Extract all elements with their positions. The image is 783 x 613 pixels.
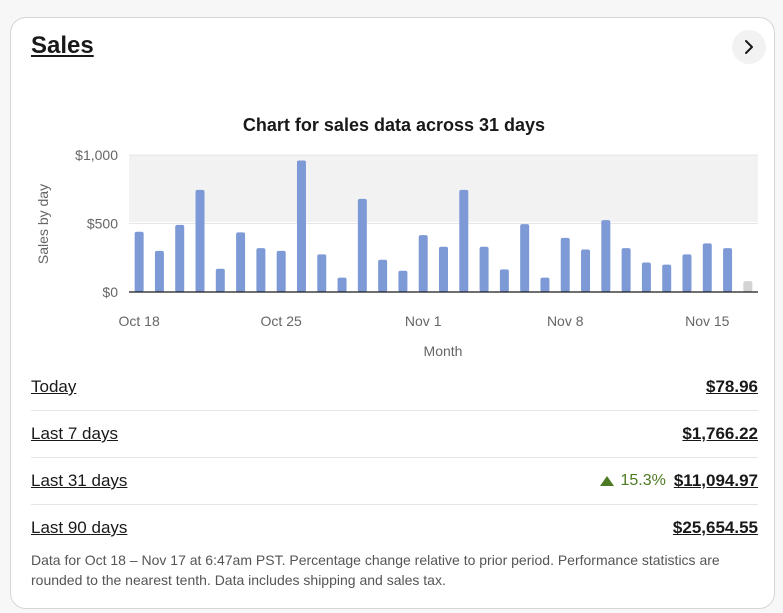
metric-label[interactable]: Last 31 days bbox=[31, 471, 128, 490]
metrics-list: Today $78.96 Last 7 days $1,766.22 Last … bbox=[31, 364, 758, 551]
metric-value[interactable]: $78.96 bbox=[706, 377, 758, 396]
bar-oct-19[interactable] bbox=[154, 250, 164, 292]
metric-row-last-31-days[interactable]: Last 31 days 15.3% $11,094.97 bbox=[31, 458, 758, 505]
bar-nov-10[interactable] bbox=[601, 220, 611, 292]
chart-band bbox=[129, 155, 758, 222]
next-button[interactable] bbox=[732, 30, 766, 64]
bar-nov-15[interactable] bbox=[702, 243, 712, 292]
sales-card: Sales Chart for sales data across 31 day… bbox=[10, 17, 775, 609]
footnote: Data for Oct 18 – Nov 17 at 6:47am PST. … bbox=[31, 552, 720, 588]
x-tick-label: Nov 15 bbox=[685, 313, 730, 329]
bar-nov-17[interactable] bbox=[743, 281, 753, 292]
metric-row-last-90-days[interactable]: Last 90 days $25,654.55 bbox=[31, 505, 758, 551]
bar-nov-6[interactable] bbox=[520, 224, 530, 292]
metric-value[interactable]: $1,766.22 bbox=[682, 424, 758, 443]
bar-oct-31[interactable] bbox=[398, 270, 408, 292]
bar-oct-18[interactable] bbox=[134, 231, 144, 292]
bar-nov-12[interactable] bbox=[641, 262, 651, 292]
bar-oct-28[interactable] bbox=[337, 277, 347, 292]
bar-nov-1[interactable] bbox=[418, 235, 428, 292]
chart-title: Chart for sales data across 31 days bbox=[243, 115, 545, 135]
bar-nov-4[interactable] bbox=[479, 246, 489, 292]
bar-oct-24[interactable] bbox=[256, 248, 266, 292]
bar-oct-20[interactable] bbox=[175, 224, 185, 292]
metric-value[interactable]: $11,094.97 bbox=[673, 471, 758, 490]
sales-chart: Chart for sales data across 31 days Sale… bbox=[35, 115, 758, 359]
x-axis-label: Month bbox=[424, 343, 463, 359]
bar-nov-5[interactable] bbox=[499, 269, 509, 292]
bar-oct-30[interactable] bbox=[378, 259, 388, 292]
metric-label[interactable]: Last 90 days bbox=[31, 518, 128, 537]
change-percent: 15.3% bbox=[620, 472, 666, 489]
bar-nov-3[interactable] bbox=[459, 189, 469, 292]
bar-nov-13[interactable] bbox=[662, 264, 672, 292]
x-tick-label: Oct 25 bbox=[261, 313, 302, 329]
metric-row-today[interactable]: Today $78.96 bbox=[31, 364, 758, 411]
bar-oct-21[interactable] bbox=[195, 189, 205, 292]
bar-nov-8[interactable] bbox=[560, 237, 570, 292]
bar-nov-11[interactable] bbox=[621, 248, 631, 292]
y-tick-label: $0 bbox=[102, 284, 118, 300]
bar-oct-27[interactable] bbox=[317, 254, 327, 292]
bar-oct-26[interactable] bbox=[296, 160, 306, 292]
chevron-right-icon bbox=[745, 40, 753, 54]
metric-label[interactable]: Last 7 days bbox=[31, 424, 118, 443]
bar-oct-23[interactable] bbox=[236, 232, 246, 292]
metric-row-last-7-days[interactable]: Last 7 days $1,766.22 bbox=[31, 411, 758, 458]
bar-nov-16[interactable] bbox=[723, 248, 733, 292]
y-tick-label: $500 bbox=[87, 216, 118, 232]
bar-nov-9[interactable] bbox=[581, 249, 591, 292]
y-axis-label: Sales by day bbox=[35, 184, 51, 264]
bar-nov-2[interactable] bbox=[439, 246, 448, 292]
bar-oct-29[interactable] bbox=[357, 198, 367, 292]
x-tick-label: Nov 8 bbox=[547, 313, 584, 329]
metric-label[interactable]: Today bbox=[31, 377, 77, 396]
change-indicator: 15.3% bbox=[599, 472, 666, 490]
x-tick-label: Oct 18 bbox=[119, 313, 160, 329]
triangle-up-icon bbox=[600, 476, 615, 486]
bar-oct-25[interactable] bbox=[276, 250, 286, 292]
y-tick-label: $1,000 bbox=[75, 147, 118, 163]
bar-oct-22[interactable] bbox=[215, 268, 225, 292]
bar-nov-14[interactable] bbox=[682, 254, 692, 292]
metric-value[interactable]: $25,654.55 bbox=[672, 518, 758, 537]
x-tick-label: Nov 1 bbox=[405, 313, 442, 329]
card-title[interactable]: Sales bbox=[31, 32, 94, 59]
bar-nov-7[interactable] bbox=[540, 277, 550, 292]
